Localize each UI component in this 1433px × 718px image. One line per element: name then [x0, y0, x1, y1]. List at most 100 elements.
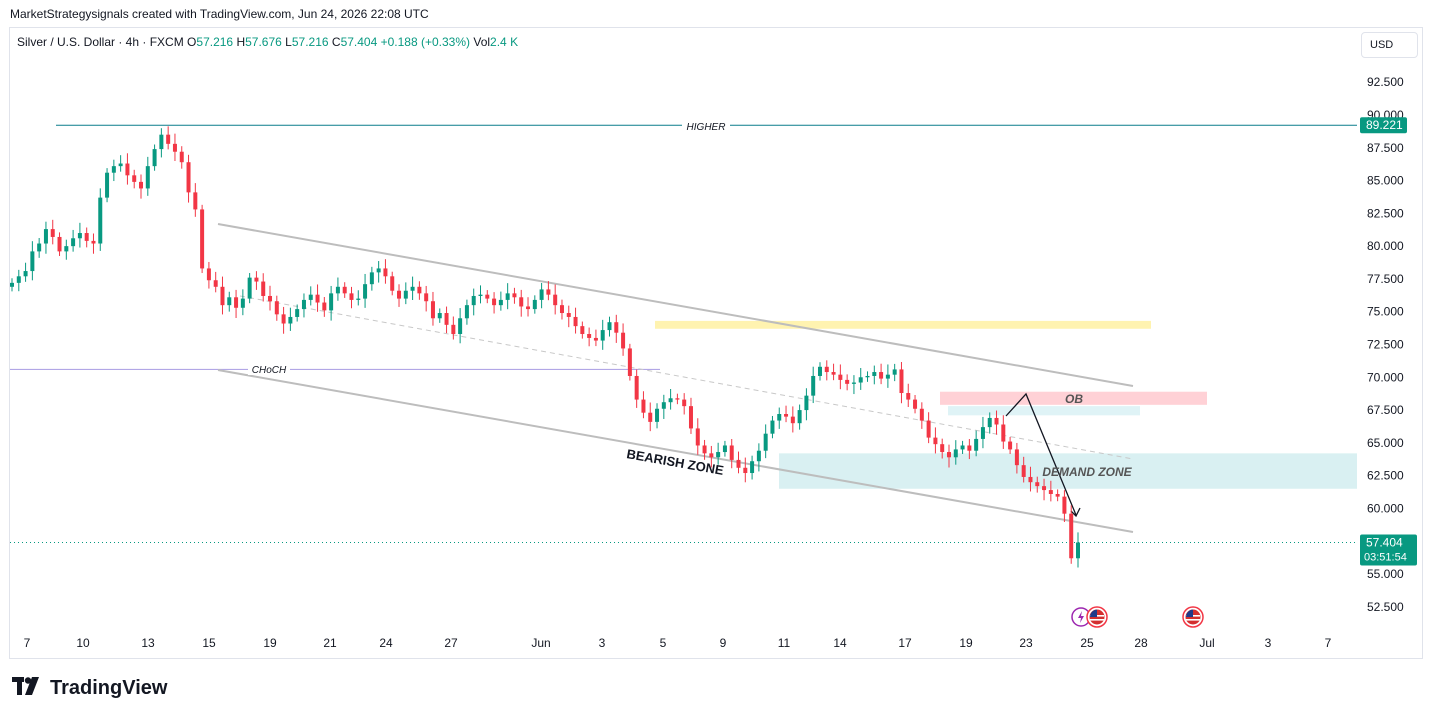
candle[interactable]	[587, 327, 592, 347]
candle[interactable]	[220, 276, 225, 315]
candle[interactable]	[526, 297, 531, 317]
candle[interactable]	[756, 443, 761, 472]
candle[interactable]	[519, 289, 524, 317]
candle[interactable]	[913, 394, 918, 414]
candle[interactable]	[410, 276, 415, 301]
candle[interactable]	[111, 159, 116, 182]
candle[interactable]	[899, 362, 904, 404]
channel-upper-line[interactable]	[217, 223, 1134, 387]
candle[interactable]	[77, 222, 82, 248]
candle[interactable]	[84, 227, 89, 248]
candle[interactable]	[213, 271, 218, 293]
candle[interactable]	[349, 286, 354, 309]
candle[interactable]	[383, 259, 388, 284]
candle[interactable]	[57, 232, 62, 256]
candle[interactable]	[770, 415, 775, 439]
candle[interactable]	[784, 405, 789, 423]
candle[interactable]	[532, 295, 537, 314]
candle[interactable]	[363, 273, 368, 308]
candle[interactable]	[295, 304, 300, 322]
candle[interactable]	[729, 439, 734, 469]
candle[interactable]	[485, 290, 490, 304]
candle[interactable]	[716, 442, 721, 465]
candle[interactable]	[132, 169, 137, 189]
candle[interactable]	[811, 366, 816, 404]
candle[interactable]	[817, 362, 822, 381]
candle[interactable]	[600, 319, 605, 350]
candle[interactable]	[559, 299, 564, 320]
candle[interactable]	[641, 391, 646, 419]
candle[interactable]	[722, 440, 727, 457]
candle[interactable]	[23, 262, 28, 282]
candle[interactable]	[987, 412, 992, 434]
candle[interactable]	[573, 307, 578, 334]
candle[interactable]	[668, 388, 673, 410]
candle[interactable]	[777, 407, 782, 429]
candle[interactable]	[335, 277, 340, 301]
candle[interactable]	[1062, 490, 1067, 523]
candle[interactable]	[797, 404, 802, 430]
candle[interactable]	[709, 445, 714, 468]
candle[interactable]	[627, 343, 632, 381]
candle[interactable]	[376, 261, 381, 283]
candle[interactable]	[804, 388, 809, 421]
candle[interactable]	[356, 290, 361, 306]
candle[interactable]	[580, 321, 585, 339]
candle[interactable]	[695, 418, 700, 455]
candle[interactable]	[1048, 480, 1053, 502]
candle[interactable]	[736, 451, 741, 474]
candle[interactable]	[539, 282, 544, 309]
candle[interactable]	[648, 402, 653, 432]
candle[interactable]	[390, 271, 395, 296]
candle[interactable]	[342, 282, 347, 298]
candle[interactable]	[940, 438, 945, 459]
candle[interactable]	[43, 221, 48, 254]
candle[interactable]	[166, 126, 171, 150]
candle[interactable]	[892, 363, 897, 382]
candle[interactable]	[301, 293, 306, 318]
candle[interactable]	[1001, 415, 1006, 449]
candle[interactable]	[824, 360, 829, 381]
candle[interactable]	[50, 219, 55, 245]
candle[interactable]	[885, 364, 890, 388]
candle[interactable]	[1035, 476, 1040, 493]
candle[interactable]	[851, 375, 856, 395]
candle[interactable]	[1008, 436, 1013, 455]
candle[interactable]	[403, 282, 408, 305]
candle[interactable]	[200, 204, 205, 274]
candle[interactable]	[125, 153, 130, 185]
candle[interactable]	[566, 305, 571, 328]
candle[interactable]	[91, 233, 96, 254]
candle[interactable]	[872, 365, 877, 385]
candle[interactable]	[424, 285, 429, 312]
candle[interactable]	[458, 308, 463, 344]
candle[interactable]	[159, 128, 164, 158]
candle[interactable]	[614, 314, 619, 343]
candle[interactable]	[919, 402, 924, 429]
candle[interactable]	[179, 146, 184, 169]
candle[interactable]	[186, 154, 191, 203]
candle[interactable]	[933, 427, 938, 454]
candle[interactable]	[274, 295, 279, 321]
candle[interactable]	[838, 364, 843, 390]
candle[interactable]	[281, 306, 286, 334]
candle[interactable]	[546, 281, 551, 301]
candle[interactable]	[593, 329, 598, 347]
candle[interactable]	[661, 394, 666, 419]
candle[interactable]	[492, 292, 497, 314]
candle[interactable]	[688, 397, 693, 434]
candle[interactable]	[315, 284, 320, 312]
candle[interactable]	[105, 168, 110, 203]
candle[interactable]	[655, 403, 660, 429]
chart-frame[interactable]	[9, 27, 1423, 659]
candle[interactable]	[444, 306, 449, 334]
candle[interactable]	[308, 286, 313, 306]
candle[interactable]	[682, 393, 687, 415]
candle[interactable]	[172, 133, 177, 161]
candle[interactable]	[1076, 532, 1080, 568]
candle[interactable]	[879, 363, 884, 385]
currency-selector[interactable]: USD	[1361, 32, 1418, 58]
projection-arrow[interactable]	[1005, 392, 1077, 516]
candle[interactable]	[831, 363, 836, 381]
candle[interactable]	[953, 440, 958, 465]
